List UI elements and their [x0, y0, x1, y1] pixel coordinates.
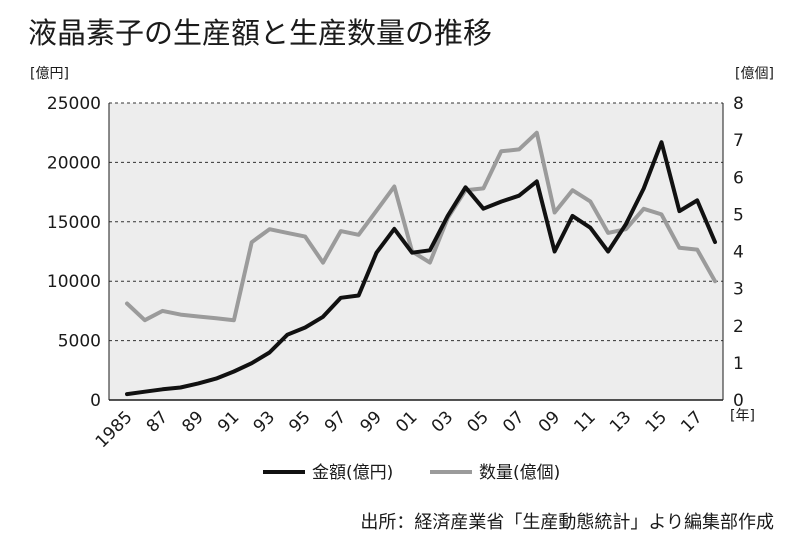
right-tick-label: 8: [733, 94, 744, 114]
left-tick-labels: 0 5000 10000 15000 20000 25000: [47, 94, 101, 411]
left-tick-label: 10000: [47, 272, 101, 292]
right-tick-label: 7: [733, 131, 744, 151]
right-tick-label: 0: [733, 391, 744, 411]
left-tick-label: 5000: [58, 332, 101, 352]
legend-label-quantity: 数量(億個): [479, 463, 560, 483]
x-tick-label: 87: [143, 407, 172, 436]
x-axis-unit: [年]: [730, 408, 755, 424]
x-tick-label: 11: [570, 407, 599, 436]
source-note: 出所：経済産業省「生産動態統計」より編集部作成: [360, 512, 774, 533]
x-tick-label: 13: [606, 407, 635, 436]
right-tick-labels: 0 1 2 3 4 5 6 7 8: [733, 94, 744, 411]
x-tick-label: 1985: [92, 407, 137, 452]
x-tick-label: 89: [178, 407, 207, 436]
right-tick-label: 3: [733, 280, 744, 300]
x-tick-label: 09: [535, 407, 564, 436]
series-line-amount: [125, 140, 717, 397]
x-tick-label: 05: [463, 407, 492, 436]
x-tick-label: 91: [214, 407, 243, 436]
legend-label-amount: 金額(億円): [312, 463, 393, 483]
x-tick-label: 03: [428, 407, 457, 436]
legend: 金額(億円) 数量(億個): [263, 463, 560, 483]
x-tick-label: 93: [250, 407, 279, 436]
x-tick-labels: 1985 87 89 91 93 95 97 99 01 03 05 07 09 11 13 15 17: [92, 407, 707, 452]
left-tick-label: 0: [90, 391, 101, 411]
chart-title: 液晶素子の生産額と生産数量の推移: [28, 16, 493, 50]
right-tick-label: 6: [733, 168, 744, 188]
x-tick-label: 95: [285, 407, 314, 436]
x-tick-label: 07: [499, 407, 528, 436]
x-tick-label: 97: [321, 407, 350, 436]
x-tick-label: 15: [642, 407, 671, 436]
gridlines: [109, 102, 723, 342]
left-tick-label: 15000: [47, 213, 101, 233]
x-tick-label: 99: [357, 407, 386, 436]
left-tick-label: 25000: [47, 94, 101, 114]
x-tick-label: 01: [392, 407, 421, 436]
right-tick-label: 2: [733, 317, 744, 337]
right-tick-label: 4: [733, 243, 744, 263]
right-tick-label: 1: [733, 354, 744, 374]
right-axis-unit: [億個]: [735, 66, 774, 82]
right-tick-label: 5: [733, 205, 744, 225]
series-line-quantity: [125, 130, 717, 323]
x-tick-label: 17: [677, 407, 706, 436]
left-tick-label: 20000: [47, 153, 101, 173]
series-layer: [125, 130, 717, 397]
left-axis-unit: [億円]: [30, 66, 69, 82]
